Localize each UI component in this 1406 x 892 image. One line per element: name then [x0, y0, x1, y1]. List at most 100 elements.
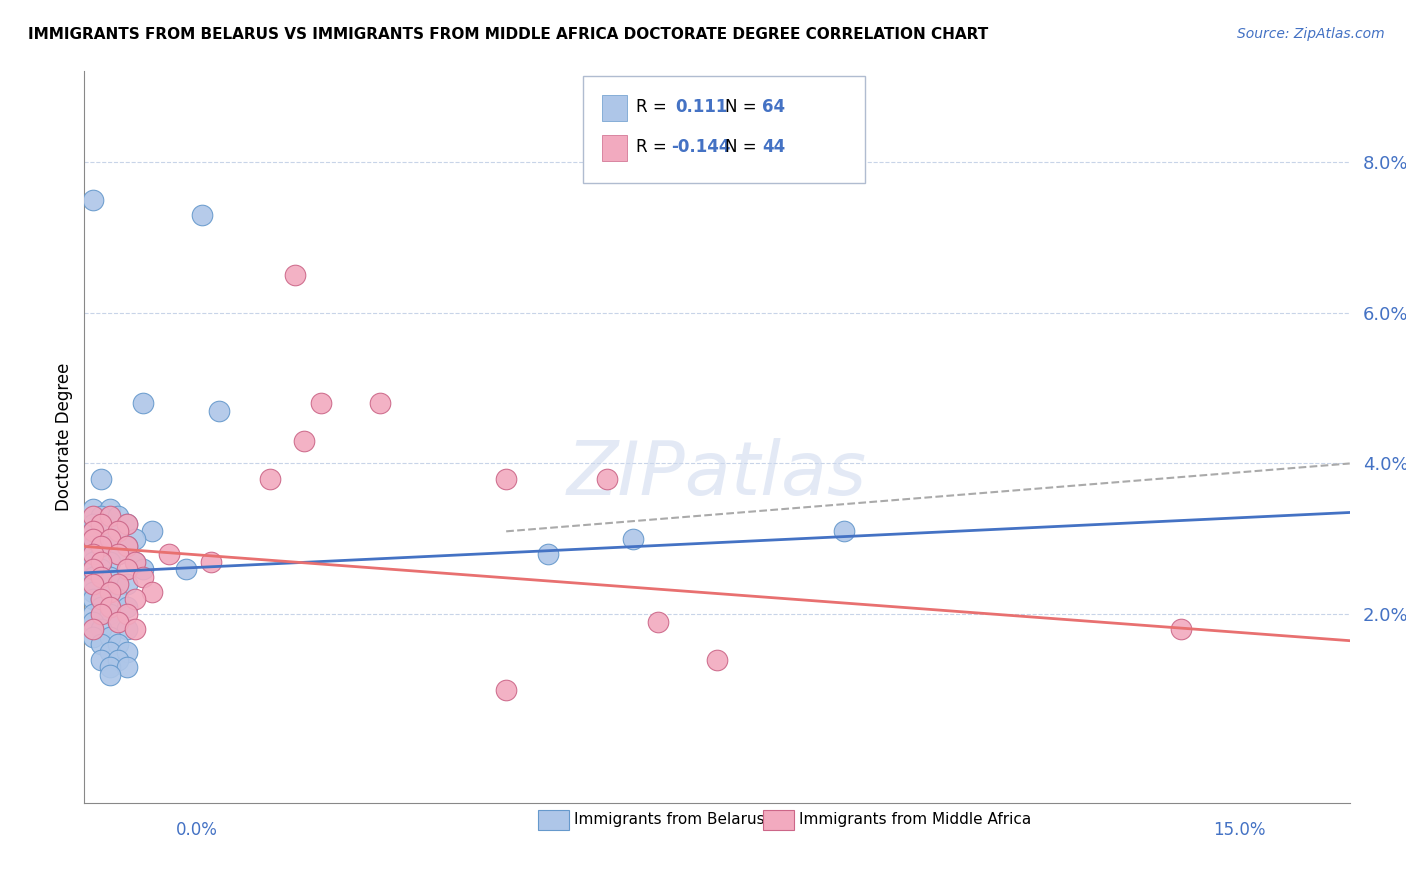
- Point: [537, 547, 560, 561]
- Point: [107, 524, 129, 539]
- Point: [132, 562, 155, 576]
- Text: -0.144: -0.144: [671, 138, 730, 156]
- Point: [82, 577, 104, 591]
- Point: [82, 584, 104, 599]
- Point: [90, 562, 112, 576]
- Text: IMMIGRANTS FROM BELARUS VS IMMIGRANTS FROM MIDDLE AFRICA DOCTORATE DEGREE CORREL: IMMIGRANTS FROM BELARUS VS IMMIGRANTS FR…: [28, 27, 988, 42]
- Point: [82, 562, 104, 576]
- Point: [107, 524, 129, 539]
- Point: [98, 584, 121, 599]
- Point: [368, 396, 391, 410]
- Text: 0.0%: 0.0%: [176, 821, 218, 838]
- Point: [82, 540, 104, 554]
- Text: 15.0%: 15.0%: [1213, 821, 1265, 838]
- Point: [132, 569, 155, 583]
- Point: [90, 547, 112, 561]
- Point: [98, 584, 121, 599]
- Point: [98, 607, 121, 622]
- Point: [90, 637, 112, 651]
- Point: [115, 607, 138, 622]
- Point: [191, 208, 214, 222]
- Point: [90, 569, 112, 583]
- Point: [82, 630, 104, 644]
- Point: [82, 577, 104, 591]
- Point: [1170, 623, 1192, 637]
- Text: N =: N =: [725, 98, 762, 116]
- Point: [124, 554, 146, 568]
- Point: [82, 524, 104, 539]
- Point: [82, 569, 104, 583]
- Point: [82, 623, 104, 637]
- Point: [115, 645, 138, 659]
- Point: [90, 540, 112, 554]
- Point: [98, 645, 121, 659]
- Point: [107, 615, 129, 629]
- Text: N =: N =: [725, 138, 762, 156]
- Text: Immigrants from Middle Africa: Immigrants from Middle Africa: [799, 813, 1032, 827]
- Point: [157, 547, 180, 561]
- Point: [90, 554, 112, 568]
- Point: [115, 516, 138, 531]
- Point: [82, 554, 104, 568]
- Text: R =: R =: [636, 98, 672, 116]
- Point: [82, 516, 104, 531]
- Point: [98, 630, 121, 644]
- Point: [82, 193, 104, 207]
- Point: [90, 592, 112, 607]
- Point: [98, 501, 121, 516]
- Point: [98, 667, 121, 681]
- Point: [107, 592, 129, 607]
- Point: [107, 509, 129, 524]
- Point: [82, 615, 104, 629]
- Point: [82, 592, 104, 607]
- Point: [495, 682, 517, 697]
- Point: [90, 509, 112, 524]
- Point: [115, 623, 138, 637]
- Point: [98, 554, 121, 568]
- Text: 44: 44: [762, 138, 786, 156]
- Point: [82, 547, 104, 561]
- Point: [115, 577, 138, 591]
- Point: [115, 540, 138, 554]
- Point: [107, 577, 129, 591]
- Point: [115, 660, 138, 674]
- Point: [284, 268, 307, 282]
- Point: [706, 652, 728, 666]
- Point: [107, 615, 129, 629]
- Point: [90, 524, 112, 539]
- Point: [90, 623, 112, 637]
- Point: [82, 524, 104, 539]
- Point: [107, 577, 129, 591]
- Point: [90, 540, 112, 554]
- Point: [309, 396, 332, 410]
- Point: [292, 434, 315, 448]
- Point: [82, 547, 104, 561]
- Point: [98, 532, 121, 546]
- Point: [832, 524, 855, 539]
- Point: [90, 607, 112, 622]
- Text: ZIPatlas: ZIPatlas: [567, 438, 868, 509]
- Point: [82, 501, 104, 516]
- Point: [495, 471, 517, 485]
- Point: [98, 532, 121, 546]
- Point: [82, 509, 104, 524]
- Point: [596, 471, 619, 485]
- Point: [107, 637, 129, 651]
- Point: [647, 615, 669, 629]
- Point: [90, 592, 112, 607]
- Point: [124, 592, 146, 607]
- Point: [200, 554, 222, 568]
- Point: [90, 652, 112, 666]
- Point: [107, 547, 129, 561]
- Point: [82, 532, 104, 546]
- Text: Source: ZipAtlas.com: Source: ZipAtlas.com: [1237, 27, 1385, 41]
- Text: R =: R =: [636, 138, 672, 156]
- Point: [115, 540, 138, 554]
- Point: [90, 471, 112, 485]
- Point: [98, 540, 121, 554]
- Point: [132, 396, 155, 410]
- Point: [115, 562, 138, 576]
- Point: [98, 660, 121, 674]
- Point: [90, 516, 112, 531]
- Point: [82, 562, 104, 576]
